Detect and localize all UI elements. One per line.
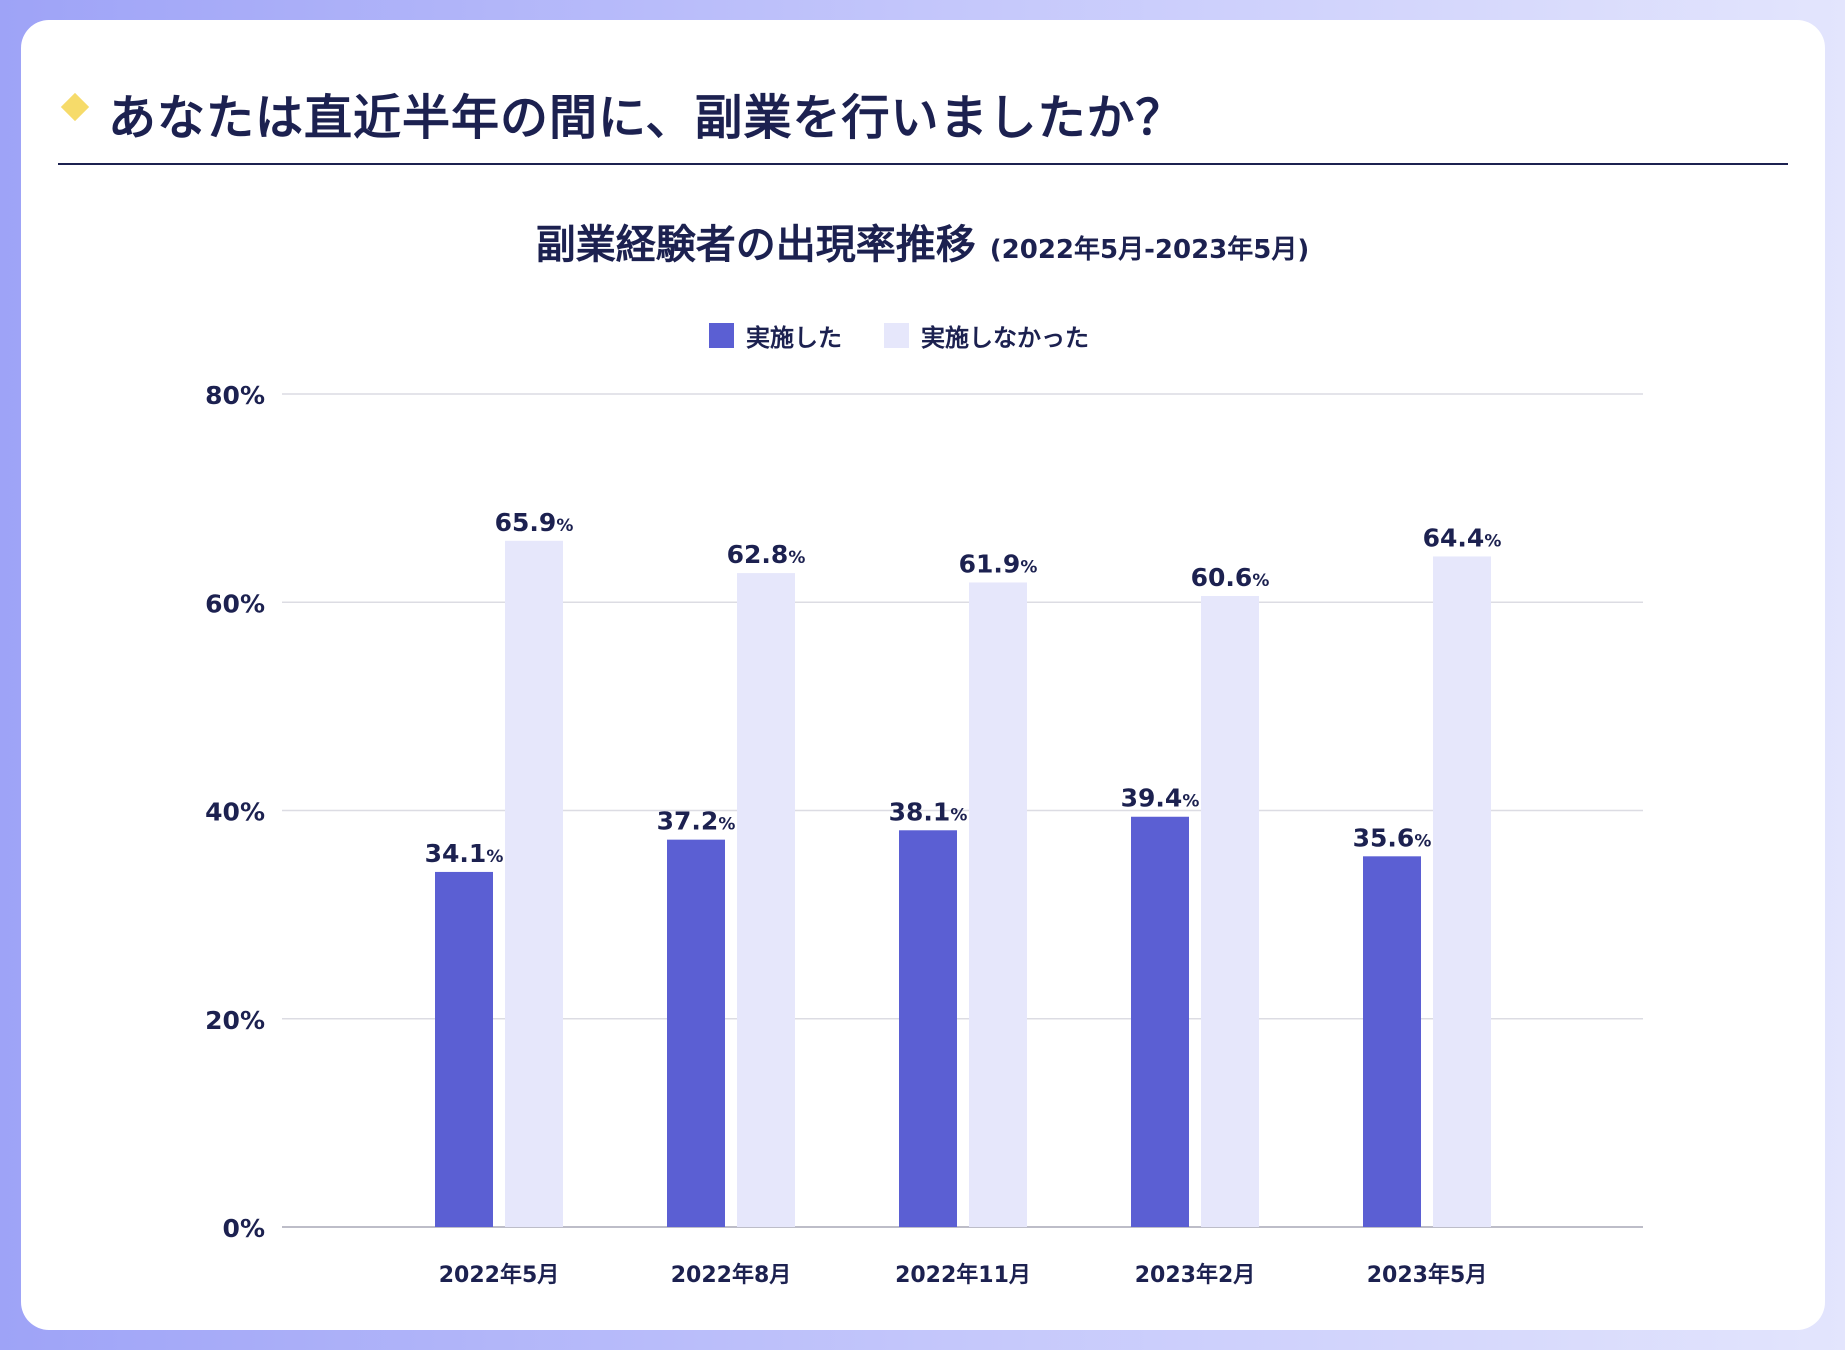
bar-done <box>1363 856 1421 1227</box>
y-tick-label: 40% <box>205 798 265 827</box>
legend-label-not-done: 実施しなかった <box>921 323 1089 352</box>
data-label: 37.2% <box>657 807 736 836</box>
x-tick-label: 2022年11月 <box>895 1262 1031 1288</box>
data-label: 38.1% <box>889 797 968 826</box>
data-label: 65.9% <box>495 508 574 537</box>
bar-not-done <box>1201 596 1259 1227</box>
chart-title-main: 副業経験者の出現率推移 <box>535 222 976 268</box>
bar-not-done <box>1433 556 1491 1227</box>
legend-swatch-done <box>709 322 734 348</box>
bar-not-done <box>505 540 563 1227</box>
x-tick-label: 2023年2月 <box>1135 1262 1256 1288</box>
data-label: 62.8% <box>727 540 806 569</box>
x-tick-label: 2022年5月 <box>439 1262 560 1288</box>
y-tick-label: 60% <box>205 589 265 618</box>
legend-label-done: 実施した <box>746 323 842 352</box>
chart-title: 副業経験者の出現率推移 (2022年5月-2023年5月) <box>0 212 1845 270</box>
y-tick-label: 80% <box>205 381 265 410</box>
legend-item-done: 実施した <box>709 318 842 353</box>
title-divider <box>58 163 1788 165</box>
x-tick-label: 2022年8月 <box>671 1262 792 1288</box>
legend-item-not-done: 実施しなかった <box>884 318 1089 353</box>
data-label: 35.6% <box>1353 823 1432 852</box>
chart-title-period: (2022年5月-2023年5月) <box>989 235 1310 265</box>
bar-done <box>667 839 725 1227</box>
data-label: 34.1% <box>425 839 504 868</box>
bar-not-done <box>737 573 795 1227</box>
data-label: 64.4% <box>1423 523 1502 552</box>
page-header: あなたは直近半年の間に、副業を行いましたか？ <box>38 62 1768 146</box>
bar-not-done <box>969 582 1027 1227</box>
page-title: あなたは直近半年の間に、副業を行いましたか？ <box>108 90 1185 146</box>
x-tick-label: 2023年5月 <box>1367 1262 1488 1288</box>
bar-done <box>1131 816 1189 1227</box>
data-label: 39.4% <box>1121 784 1200 813</box>
bar-done <box>899 830 957 1227</box>
bar-done <box>435 871 493 1227</box>
data-label: 60.6% <box>1191 563 1270 592</box>
data-label: 61.9% <box>959 549 1038 578</box>
y-tick-label: 0% <box>223 1214 265 1243</box>
legend-swatch-not-done <box>884 322 909 348</box>
y-tick-label: 20% <box>205 1006 265 1035</box>
chart-legend: 実施した 実施しなかった <box>709 318 1131 352</box>
